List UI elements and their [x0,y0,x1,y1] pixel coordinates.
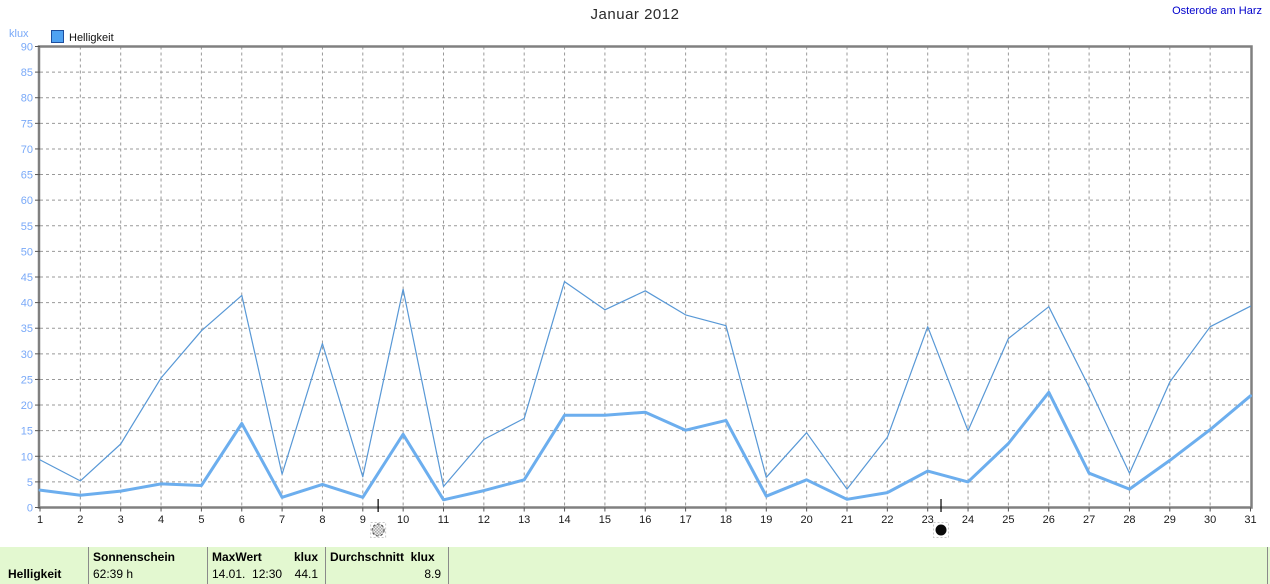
x-tick-label: 26 [1043,514,1055,526]
x-tick-label: 2 [77,514,83,526]
y-tick-label: 0 [27,503,33,515]
y-tick-label: 50 [21,246,33,258]
x-tick-label: 13 [518,514,530,526]
y-tick-label: 40 [21,298,33,310]
maxwert-time: 14.01. 12:30 [212,567,283,581]
new-moon-icon [935,524,947,536]
x-tick-label: 25 [1002,514,1014,526]
x-tick-label: 19 [760,514,772,526]
durchschnitt-value: 8.9 [424,567,441,581]
x-tick-label: 8 [319,514,325,526]
x-tick-label: 27 [1083,514,1095,526]
y-tick-label: 85 [21,67,33,79]
legend-swatch-icon [51,30,64,44]
x-tick-label: 1 [37,514,43,526]
x-tick-label: 29 [1164,514,1176,526]
x-tick-label: 7 [279,514,285,526]
maxwert-unit: klux [293,550,318,564]
table-separator [325,547,326,584]
x-tick-label: 18 [720,514,732,526]
y-tick-label: 45 [21,272,33,284]
table-separator [88,547,89,584]
full-moon-icon [371,523,385,537]
x-tick-label: 22 [881,514,893,526]
x-tick-label: 16 [639,514,651,526]
durchschnitt-header: Durchschnitt klux [330,550,435,564]
chart-legend: Helligkeit [51,29,114,44]
x-tick-label: 12 [478,514,490,526]
series-helligkeit-daily-max-line [39,281,1252,490]
sunshine-header: Sonnenschein [93,550,176,564]
table-separator [448,547,449,584]
y-tick-label: 80 [21,93,33,105]
legend-label: Helligkeit [69,31,114,44]
new-moon-marker-box [933,522,950,538]
x-tick-label: 11 [438,514,449,526]
x-tick-label: 15 [599,514,611,526]
full-moon-marker-box [370,522,387,538]
y-tick-label: 65 [21,170,33,182]
summary-row-label: Helligkeit [8,567,62,581]
x-tick-label: 10 [397,514,409,526]
table-separator [207,547,208,584]
y-tick-label: 30 [21,349,33,361]
y-tick-label: 25 [21,374,33,386]
series-helligkeit-daily-avg-line [38,390,1252,502]
x-tick-label: 30 [1204,514,1216,526]
y-tick-label: 70 [21,144,33,156]
table-separator [1267,547,1268,584]
y-tick-label: 60 [21,195,33,207]
y-tick-label: 55 [21,221,33,233]
x-tick-label: 14 [558,514,570,526]
x-tick-label: 21 [841,514,853,526]
x-tick-label: 6 [239,514,245,526]
x-tick-label: 3 [118,514,124,526]
x-tick-label: 31 [1244,514,1256,526]
station-link[interactable]: Osterode am Harz [1172,5,1262,17]
maxwert-header: MaxWert [212,550,262,564]
y-tick-label: 75 [21,118,33,130]
x-tick-label: 28 [1123,514,1135,526]
x-tick-label: 24 [962,514,974,526]
page-title: Januar 2012 [590,6,680,23]
x-tick-label: 5 [198,514,204,526]
maxwert-value: 44.1 [294,567,318,581]
y-tick-label: 90 [21,42,33,54]
y-tick-label: 35 [21,323,33,335]
x-tick-label: 9 [360,514,366,526]
y-tick-label: 5 [27,477,33,489]
x-tick-label: 20 [801,514,813,526]
x-tick-label: 17 [679,514,691,526]
y-tick-label: 10 [21,451,33,463]
x-tick-label: 4 [158,514,164,526]
y-tick-label: 20 [21,400,33,412]
y-tick-label: 15 [21,426,33,438]
summary-table: Helligkeit Sonnenschein 62:39 h MaxWert … [0,547,1270,584]
y-axis-unit-label: klux [9,28,29,40]
sunshine-value: 62:39 h [93,567,134,581]
x-tick-label: 23 [922,514,934,526]
